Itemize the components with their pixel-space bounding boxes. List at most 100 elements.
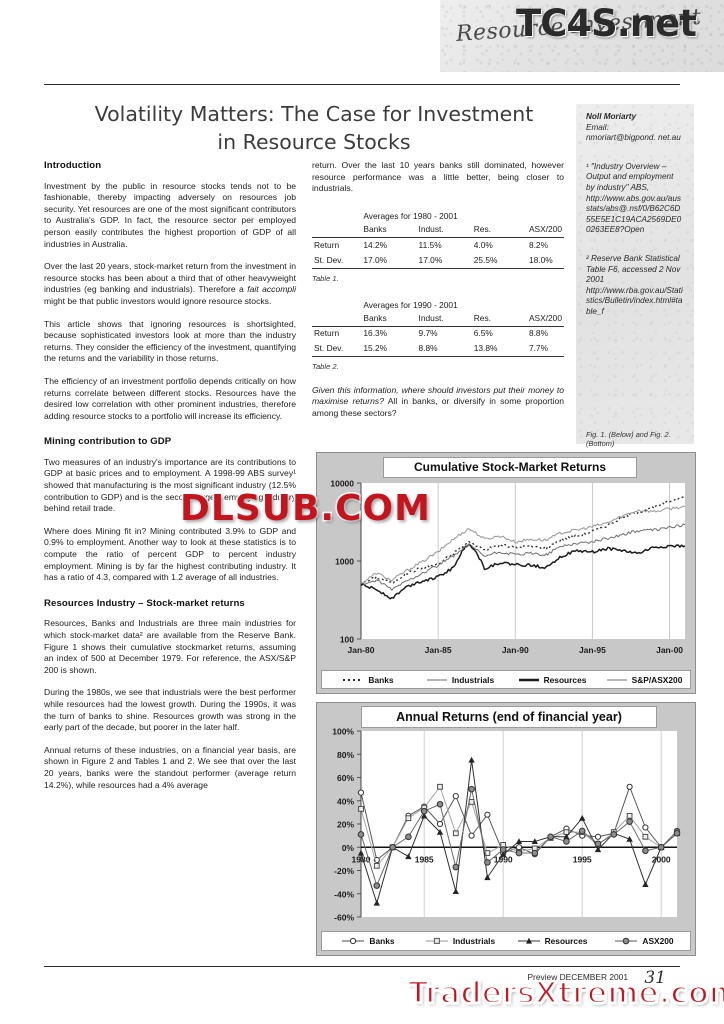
legend-swatch-asx200: [615, 937, 638, 945]
author-name: Noll Moriarty: [586, 112, 637, 121]
chart2-legend: Banks Industrials Resources ASX200: [321, 931, 691, 951]
svg-text:40%: 40%: [337, 796, 354, 806]
legend-swatch-asx200: [606, 678, 627, 681]
table2-r1-c0: St. Dev.: [312, 341, 362, 358]
page-footer: Preview DECEMBER 2001 31: [44, 968, 680, 998]
svg-text:-40%: -40%: [334, 889, 354, 899]
table2-r0-c2: 9.7%: [416, 325, 472, 342]
legend-label-industrials: Industrials: [451, 674, 495, 685]
legend-label-resources: Resources: [543, 674, 587, 685]
headline-line-2: in Resource Stocks: [217, 130, 411, 154]
legend-item-industrials[interactable]: Industrials: [414, 675, 506, 685]
svg-text:2000: 2000: [652, 854, 671, 864]
chart-cumulative-stock-market-returns: Cumulative Stock-Market Returns 100 1000 1…: [316, 452, 696, 694]
svg-text:-20%: -20%: [334, 866, 354, 876]
footer-rule: [44, 966, 680, 967]
legend-label-asx200: ASX200: [642, 936, 674, 946]
paragraph-returns-1: Resources, Banks and Industrials are thr…: [44, 618, 296, 675]
table1-r0-c1: 14.2%: [361, 237, 417, 254]
question-italic: Given this information, where should inv…: [312, 384, 564, 407]
table1-col-1: Banks: [363, 224, 387, 235]
legend-swatch-industrials: [425, 937, 448, 944]
legend-swatch-banks: [343, 678, 364, 681]
author-email[interactable]: nmoriart@bigpond. net.au: [586, 133, 681, 143]
svg-text:1985: 1985: [415, 854, 434, 864]
table1-col-4: ASX/200: [528, 224, 562, 235]
legend-item-resources[interactable]: Resources: [506, 936, 598, 946]
header-rule: [44, 84, 680, 85]
table2-r1-c3: 13.8%: [471, 341, 527, 358]
table2-r0-c3: 6.5%: [471, 325, 527, 342]
table2-r0-c1: 16.3%: [361, 325, 417, 342]
author-sidebar: Noll Moriarty Email: nmoriart@bigpond. n…: [576, 104, 694, 444]
legend-item-industrials[interactable]: Industrials: [414, 936, 506, 946]
p2-part-a: Over the last 20 years, stock-market ret…: [44, 261, 296, 295]
table2-r1-c4: 7.7%: [526, 341, 564, 358]
table2-span-header: Averages for 1990 - 2001: [363, 299, 458, 310]
tc4s-watermark: TC4S.net: [516, 2, 697, 45]
svg-text:Jan-80: Jan-80: [348, 645, 375, 655]
legend-item-banks[interactable]: Banks: [322, 936, 414, 946]
svg-text:0%: 0%: [342, 843, 355, 853]
middle-text-column: return. Over the last 10 years banks sti…: [312, 160, 564, 431]
chart1-legend: Banks Industrials Resources S&P/ASX200: [321, 670, 691, 689]
table1-r0-c0: Return: [312, 237, 362, 254]
table1-caption: Table 1.: [312, 273, 339, 283]
chart2-canvas: -60%-40%-20%0%20%40%60%80%100%1980 1985 19…: [332, 727, 681, 923]
paragraph-intro-1: Investment by the public in resource sto…: [44, 180, 296, 249]
table2-r0-c0: Return: [312, 325, 362, 342]
table1-span-header: Averages for 1980 - 2001: [363, 211, 458, 222]
legend-item-asx200[interactable]: ASX200: [598, 936, 690, 946]
heading-mining-gdp: Mining contribution to GDP: [44, 436, 172, 448]
legend-item-asx200[interactable]: S&P/ASX200: [598, 675, 690, 685]
legend-item-banks[interactable]: Banks: [322, 675, 414, 685]
svg-text:100: 100: [340, 635, 354, 645]
table1-r1-c1: 17.0%: [361, 253, 417, 269]
legend-label-asx200: S&P/ASX200: [631, 674, 683, 685]
chart2-title: Annual Returns (end of financial year): [361, 706, 657, 728]
table2-col-4: ASX/200: [528, 312, 562, 323]
chart-annual-returns: Annual Returns (end of financial year) -…: [316, 702, 696, 956]
table2-caption: Table 2.: [312, 362, 339, 372]
question-rest: All in banks, or diversify in some propo…: [312, 396, 565, 418]
footnote-1: ¹ "Industry Overview – Output and employ…: [586, 161, 682, 235]
headline-line-1: Volatility Matters: The Case for Investm…: [94, 102, 534, 126]
svg-text:1995: 1995: [573, 854, 592, 864]
table1-r0-c3: 4.0%: [471, 237, 527, 254]
table2-r1-c1: 15.2%: [361, 341, 417, 358]
heading-resources-returns: Resources Industry – Stock-market return…: [44, 597, 245, 609]
table1-r1-c0: St. Dev.: [312, 253, 362, 269]
svg-text:1000: 1000: [335, 557, 354, 567]
table-averages-1980-2001: Averages for 1980 - 2001 Banks Indust. R…: [312, 210, 564, 269]
table1-col-2: Indust.: [418, 224, 444, 235]
table1-r0-c2: 11.5%: [416, 237, 472, 254]
table1-col-3: Res.: [473, 224, 491, 235]
legend-swatch-banks: [342, 937, 365, 945]
legend-swatch-resources: [517, 937, 540, 944]
table2-col-0: [312, 311, 361, 326]
table-averages-1990-2001: Averages for 1990 - 2001 Banks Indust. R…: [312, 298, 564, 358]
table2-col-3: Res.: [473, 312, 491, 323]
table1-col-0: [312, 223, 361, 238]
p2-italic: fait accompli: [247, 284, 296, 295]
table1-r1-c4: 18.0%: [526, 253, 564, 269]
left-text-column: Introduction Investment by the public in…: [44, 160, 296, 802]
footer-preview-text: Preview DECEMBER 2001: [527, 972, 628, 982]
table1-r1-c2: 17.0%: [416, 253, 472, 269]
email-label: Email:: [586, 122, 609, 132]
paragraph-returns-2: During the 1980s, we see that industrial…: [44, 687, 296, 733]
table2-r0-c4: 8.8%: [526, 325, 564, 342]
table-row: Return 16.3% 9.7% 6.5% 8.8%: [312, 325, 564, 342]
footnote-2: ² Reserve Bank Statistical Table F6, acc…: [586, 253, 683, 316]
paragraph-intro-2: Over the last 20 years, stock-market ret…: [44, 261, 296, 307]
table1-r0-c4: 8.2%: [526, 237, 564, 254]
svg-text:Jan-90: Jan-90: [502, 645, 529, 655]
p2-part-b: might be that public investors would ign…: [44, 295, 272, 306]
table1-r1-c3: 25.5%: [471, 253, 527, 269]
paragraph-returns-3: Annual returns of these industries, on a…: [44, 744, 296, 790]
svg-text:Jan-00: Jan-00: [656, 645, 683, 655]
legend-item-resources[interactable]: Resources: [506, 675, 598, 685]
svg-text:80%: 80%: [337, 750, 354, 760]
paragraph-mid-1: return. Over the last 10 years banks sti…: [312, 160, 564, 194]
